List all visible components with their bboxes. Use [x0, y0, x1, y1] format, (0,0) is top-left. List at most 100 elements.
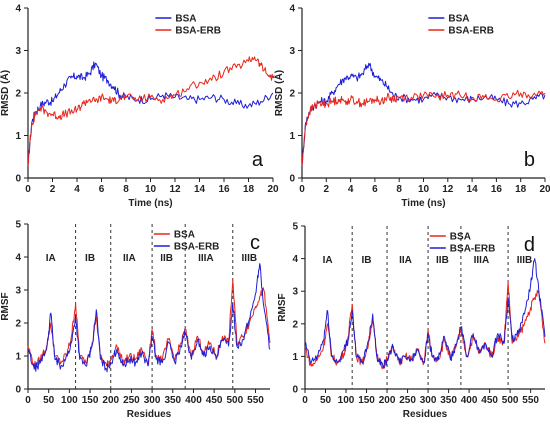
x-axis-title: Time (ns)	[128, 198, 172, 209]
x-tick-label: 14	[194, 184, 206, 195]
y-tick-label: 0	[289, 174, 295, 185]
x-tick-label: 10	[418, 184, 430, 195]
y-tick-label: 5	[292, 222, 298, 233]
chart-panel-d: 0 50 100 150 200 250 300 350 400 450 500 550 0 1 2 3 4 5 R…	[277, 222, 546, 420]
y-tick-label: 2	[15, 319, 21, 330]
domain-label: IB	[85, 253, 95, 264]
x-tick-label: 500	[502, 395, 519, 406]
y-axis-title: RMSF	[277, 293, 288, 321]
x-tick-label: 50	[43, 395, 55, 406]
series-line-bsa-erb	[27, 56, 274, 166]
y-tick-label: 4	[15, 4, 21, 15]
series-line-bsa-erb	[301, 89, 546, 166]
x-tick-label: 550	[522, 395, 539, 406]
legend-label: BSA	[450, 232, 471, 243]
y-tick-label: 3	[292, 287, 298, 298]
legend-label: BSA-ERB	[448, 26, 494, 37]
domain-label: IIB	[160, 253, 173, 264]
x-tick-label: 16	[491, 184, 503, 195]
x-tick-label: 0	[302, 395, 308, 406]
x-tick-label: 100	[61, 395, 78, 406]
x-tick-label: 2	[50, 184, 56, 195]
domain-label: IB	[362, 255, 372, 266]
x-tick-label: 400	[461, 395, 478, 406]
y-tick-label: 1	[15, 352, 21, 363]
x-tick-label: 12	[442, 184, 454, 195]
x-tick-label: 300	[144, 395, 161, 406]
x-tick-label: 0	[25, 184, 31, 195]
y-tick-label: 4	[15, 253, 21, 264]
domain-label: IIA	[123, 253, 136, 264]
x-tick-label: 4	[348, 184, 354, 195]
y-tick-label: 3	[15, 286, 21, 297]
domain-label: IIA	[399, 255, 412, 266]
y-tick-label: 2	[292, 319, 298, 330]
x-tick-label: 6	[372, 184, 378, 195]
x-tick-label: 450	[206, 395, 223, 406]
x-tick-label: 0	[299, 184, 305, 195]
x-tick-label: 200	[102, 395, 119, 406]
legend-label: BSA	[448, 14, 469, 25]
x-tick-label: 350	[164, 395, 181, 406]
series-line-bsa-erb	[304, 258, 546, 369]
x-tick-label: 300	[420, 395, 437, 406]
y-tick-label: 3	[15, 46, 21, 57]
series-line-bsa	[27, 279, 271, 368]
x-tick-label: 100	[338, 395, 355, 406]
y-tick-label: 4	[292, 254, 298, 265]
x-tick-label: 0	[25, 395, 31, 406]
x-tick-label: 550	[247, 395, 264, 406]
x-axis-title: Residues	[403, 409, 448, 420]
domain-label: IIB	[436, 255, 449, 266]
x-tick-label: 2	[324, 184, 330, 195]
x-tick-label: 50	[320, 395, 332, 406]
x-tick-label: 16	[218, 184, 230, 195]
x-axis-title: Residues	[127, 409, 172, 420]
x-tick-label: 10	[145, 184, 157, 195]
series-line-bsa	[27, 61, 274, 166]
x-tick-label: 200	[379, 395, 396, 406]
x-tick-label: 6	[99, 184, 105, 195]
x-tick-label: 450	[481, 395, 498, 406]
x-tick-label: 400	[185, 395, 202, 406]
y-tick-label: 3	[289, 46, 295, 57]
x-tick-label: 4	[74, 184, 80, 195]
x-tick-label: 18	[243, 184, 255, 195]
panel-letter: a	[252, 149, 264, 171]
y-tick-label: 1	[289, 131, 295, 142]
chart-panel-c: 0 50 100 150 200 250 300 350 400 450 500 550 0 1 2 3 4 5 R…	[0, 220, 271, 420]
y-axis-title: RMSF	[0, 292, 11, 320]
y-tick-label: 4	[289, 4, 295, 15]
domain-label: IIIA	[198, 253, 214, 264]
x-tick-label: 8	[123, 184, 129, 195]
y-tick-label: 2	[15, 89, 21, 100]
series-line-bsa	[301, 62, 546, 166]
x-tick-label: 350	[440, 395, 457, 406]
domain-label: IIIA	[474, 255, 490, 266]
x-tick-label: 250	[399, 395, 416, 406]
x-tick-label: 14	[467, 184, 479, 195]
y-tick-label: 2	[289, 89, 295, 100]
x-tick-label: 150	[358, 395, 375, 406]
panel-letter: d	[524, 234, 535, 256]
x-tick-label: 250	[123, 395, 140, 406]
y-tick-label: 0	[15, 174, 21, 185]
y-tick-label: 1	[292, 352, 298, 363]
x-tick-label: 12	[169, 184, 181, 195]
x-tick-label: 8	[396, 184, 402, 195]
y-tick-label: 0	[292, 385, 298, 396]
y-tick-label: 1	[15, 131, 21, 142]
y-tick-label: 0	[15, 385, 21, 396]
x-tick-label: 20	[267, 184, 279, 195]
legend-label: BSA-ERB	[174, 242, 220, 253]
y-axis-title: RMSD (Å)	[272, 70, 285, 116]
legend-label: BSA	[174, 230, 195, 241]
y-tick-label: 5	[15, 220, 21, 231]
series-line-bsa-erb	[27, 263, 271, 373]
x-tick-label: 500	[226, 395, 243, 406]
domain-label: IA	[46, 253, 56, 264]
